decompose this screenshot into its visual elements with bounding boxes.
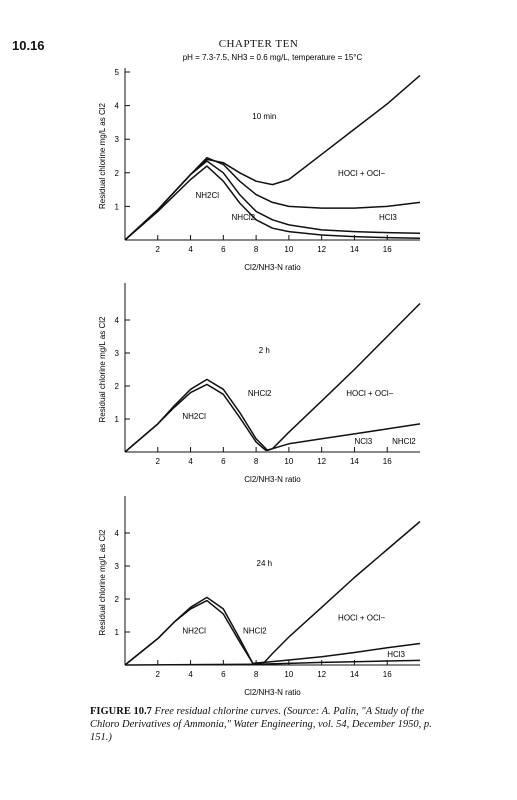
panel-1-y-tick-label: 3: [115, 135, 120, 144]
panel-3-y-tick-label: 4: [115, 529, 120, 538]
panel-3-annotation-1: NH2Cl: [182, 627, 206, 636]
panel-1-y-tick-label: 2: [115, 169, 120, 178]
panel-2-x-tick-label: 16: [383, 457, 392, 466]
panel-1-annotation-2: NHCl2: [232, 213, 256, 222]
panel-1-curve-4: [124, 165, 421, 241]
panel-3-x-tick-label: 16: [383, 670, 392, 679]
panel-1-annotation-1: NH2Cl: [195, 191, 219, 200]
panel-1-annotation-3: HOCl + OCl−: [338, 169, 385, 178]
panel-1-x-tick-label: 2: [156, 245, 161, 254]
panel-1-y-axis-label: Residual chlorine mg/L as Cl2: [98, 102, 107, 209]
panel-2-y-tick-label: 3: [115, 349, 120, 358]
panel-3-x-tick-label: 14: [350, 670, 359, 679]
panel-3-x-tick-label: 2: [156, 670, 161, 679]
panel-2-y-tick-label: 1: [115, 415, 120, 424]
panel-3-x-axis-label: Cl2/NH3-N ratio: [244, 688, 301, 697]
figure-label: FIGURE 10.7: [90, 706, 152, 717]
panel-3-annotation-3: HOCl + OCl−: [338, 613, 385, 622]
panel-3-y-axis-label: Residual chlorine mg/L as Cl2: [98, 529, 107, 636]
panel-3-x-tick-label: 4: [188, 670, 193, 679]
panel-1-y-tick-label: 4: [115, 102, 120, 111]
figure-caption-text: Free residual chlorine curves. (Source: …: [90, 706, 432, 743]
panel-2-x-tick-label: 10: [284, 457, 293, 466]
panel-2-x-tick-label: 14: [350, 457, 359, 466]
panel-1-x-tick-label: 12: [317, 245, 326, 254]
panel-3-x-tick-label: 6: [221, 670, 226, 679]
panel-1-x-tick-label: 10: [284, 245, 293, 254]
panel-2-curve-1: [124, 302, 421, 453]
panel-2-x-tick-label: 2: [156, 457, 161, 466]
panel-2-y-tick-label: 4: [115, 316, 120, 325]
panel-3-annotation-2: NHCl2: [243, 627, 267, 636]
panel-2-x-axis-label: Cl2/NH3-N ratio: [244, 475, 301, 484]
panel-2-annotation-3: HOCl + OCl−: [346, 389, 393, 398]
panel-2-annotation-5: NHCl2: [392, 437, 416, 446]
panel-2-y-tick-label: 2: [115, 382, 120, 391]
panel-2-x-tick-label: 4: [188, 457, 193, 466]
page-number: 10.16: [12, 38, 45, 53]
panel-1-x-tick-label: 16: [383, 245, 392, 254]
panel-1-x-axis-label: Cl2/NH3-N ratio: [244, 263, 301, 272]
panel-3-y-tick-label: 2: [115, 595, 120, 604]
panel-1-y-tick-label: 1: [115, 202, 120, 211]
panel-1-curve-1: [124, 74, 421, 241]
panel-2-y-axis-label: Residual chlorine mg/L as Cl2: [98, 316, 107, 423]
panel-1-curve-3: [124, 160, 421, 241]
panel-3-x-tick-label: 10: [284, 670, 293, 679]
panel-3-curve-2: [124, 599, 421, 666]
panel-2-time-label: 2 h: [259, 346, 270, 355]
panel-3-y-tick-label: 3: [115, 562, 120, 571]
panel-3-x-tick-label: 8: [254, 670, 259, 679]
figure-caption: FIGURE 10.7 Free residual chlorine curve…: [90, 705, 450, 744]
panel-3-y-tick-label: 1: [115, 628, 120, 637]
panel-1-x-tick-label: 14: [350, 245, 359, 254]
chapter-title: CHAPTER TEN: [218, 38, 299, 50]
panel-2-annotation-1: NHCl2: [248, 389, 272, 398]
panel-2-x-tick-label: 6: [221, 457, 226, 466]
panel-3-x-tick-label: 12: [317, 670, 326, 679]
panel-1-annotation-4: HCl3: [379, 213, 397, 222]
panel-1-x-tick-label: 4: [188, 245, 193, 254]
panel-3-curve-1: [124, 520, 421, 666]
panel-1-x-tick-label: 8: [254, 245, 259, 254]
panel-2-x-tick-label: 8: [254, 457, 259, 466]
panel-3-annotation-4: HCl3: [387, 650, 405, 659]
panel-2-annotation-4: NCl3: [354, 437, 372, 446]
panel-2-curve-2: [124, 383, 421, 453]
panel-2-x-tick-label: 12: [317, 457, 326, 466]
panel-2-annotation-2: NH2Cl: [182, 412, 206, 421]
panel-3-curve-3: [124, 659, 421, 666]
panel-1-y-tick-label: 5: [115, 68, 120, 77]
panel-1-x-tick-label: 6: [221, 245, 226, 254]
panel-1-time-label: 10 min: [252, 112, 276, 121]
panel-3-time-label: 24 h: [257, 559, 273, 568]
panel-1-chart-title: pH = 7.3-7.5, NH3 = 0.6 mg/L, temperatur…: [183, 53, 363, 62]
